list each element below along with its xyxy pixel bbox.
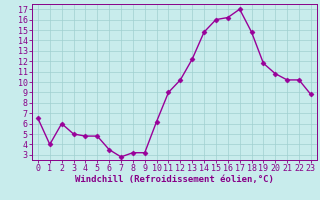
X-axis label: Windchill (Refroidissement éolien,°C): Windchill (Refroidissement éolien,°C) <box>75 175 274 184</box>
